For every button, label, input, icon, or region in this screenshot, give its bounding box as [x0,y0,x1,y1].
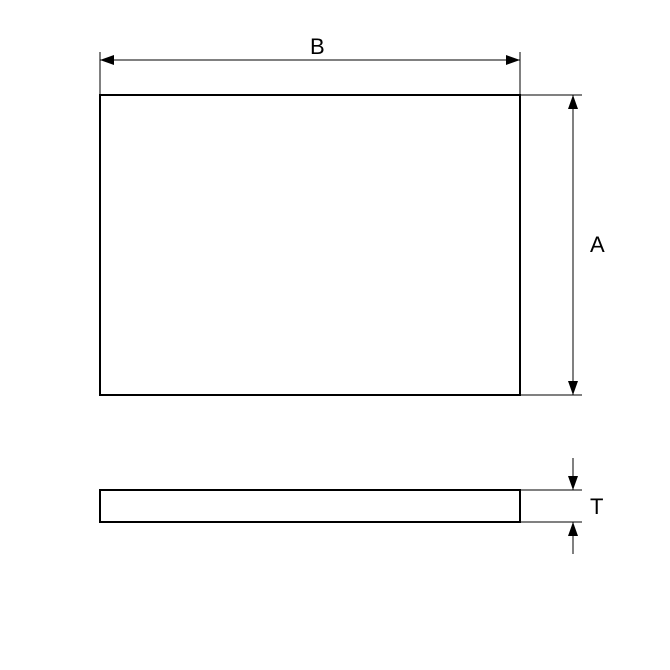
dim-label-b: B [310,34,325,59]
dimension-diagram: B A T [0,0,670,670]
dim-label-t: T [590,494,603,519]
dim-label-a: A [590,232,605,257]
